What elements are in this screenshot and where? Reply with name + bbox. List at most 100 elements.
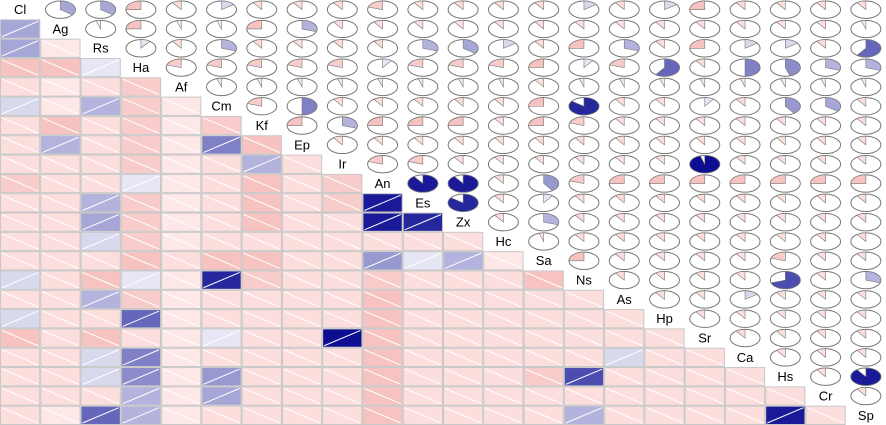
shade-stripe: [122, 310, 160, 327]
shade-stripe: [404, 349, 442, 366]
pie-wedge: [699, 77, 706, 89]
shade-stripe: [122, 407, 160, 424]
shade-stripe: [1, 349, 39, 366]
pie-wedge: [704, 97, 715, 107]
shade-stripe: [203, 291, 240, 308]
pie-wedge: [785, 97, 801, 114]
pie-wedge: [221, 39, 237, 52]
variable-label: Sa: [536, 253, 553, 268]
pie-wedge: [735, 0, 746, 11]
pie-wedge: [850, 174, 867, 184]
pie-wedge: [655, 39, 665, 49]
shade-stripe: [162, 368, 200, 385]
pie-wedge: [825, 58, 841, 71]
pie-wedge: [735, 309, 746, 320]
pie-wedge: [301, 97, 318, 116]
shade-stripe: [404, 252, 442, 269]
pie-wedge: [332, 39, 343, 49]
pie-wedge: [825, 97, 841, 112]
pie-wedge: [735, 232, 746, 243]
variable-label: As: [617, 292, 633, 307]
shade-stripe: [82, 78, 120, 96]
shade-stripe: [82, 368, 120, 385]
pie-wedge: [494, 135, 504, 146]
shade-stripe: [243, 136, 281, 154]
shade-stripe: [283, 349, 321, 366]
shade-stripe: [243, 368, 281, 385]
shade-stripe: [42, 175, 79, 192]
variable-label: Hc: [495, 234, 511, 249]
pie-wedge: [332, 0, 343, 11]
shade-stripe: [364, 407, 401, 424]
shade-stripe: [1, 214, 39, 231]
shade-stripe: [162, 291, 200, 308]
pie-wedge: [816, 271, 826, 281]
pie-wedge: [176, 20, 182, 31]
shade-stripe: [203, 214, 240, 231]
shade-stripe: [203, 387, 240, 405]
pie-wedge: [408, 155, 424, 165]
shade-stripe: [203, 117, 240, 134]
pie-wedge: [816, 232, 826, 243]
pie-wedge: [367, 116, 383, 126]
shade-stripe: [485, 291, 522, 308]
shade-stripe: [323, 387, 361, 405]
shade-stripe: [646, 329, 683, 347]
shade-stripe: [1, 98, 39, 115]
variable-label: Cm: [211, 99, 231, 114]
variable-label: Cr: [819, 388, 833, 403]
pie-wedge: [775, 155, 786, 165]
shade-stripe: [203, 233, 240, 250]
pie-wedge: [614, 135, 625, 146]
pie-wedge: [528, 97, 544, 107]
pie-wedge: [447, 193, 479, 212]
pie-wedge: [574, 213, 585, 223]
pie-wedge: [614, 97, 625, 107]
pie-wedge: [543, 213, 559, 226]
pie-wedge: [292, 39, 303, 49]
shade-stripe: [42, 329, 79, 347]
pie-wedge: [775, 348, 786, 359]
pie-wedge: [655, 116, 665, 127]
pie-wedge: [695, 251, 706, 262]
shade-stripe: [162, 98, 200, 115]
shade-stripe: [364, 368, 401, 385]
shade-stripe: [42, 291, 79, 308]
variable-label: Ca: [737, 350, 754, 365]
shade-stripe: [122, 329, 160, 347]
pie-wedge: [775, 116, 786, 127]
pie-wedge: [770, 271, 801, 290]
shade-stripe: [766, 387, 804, 405]
pie-wedge: [534, 155, 544, 165]
shade-stripe: [122, 175, 160, 192]
shade-stripe: [525, 271, 563, 289]
shade-stripe: [646, 387, 683, 405]
pie-wedge: [735, 135, 746, 146]
shade-stripe: [686, 407, 724, 424]
pie-wedge: [100, 0, 116, 16]
pie-wedge: [816, 39, 826, 49]
pie-wedge: [655, 58, 680, 77]
pie-wedge: [856, 232, 867, 243]
shade-stripe: [82, 175, 120, 192]
pie-wedge: [408, 58, 424, 68]
pie-wedge: [856, 155, 867, 165]
pie-wedge: [206, 58, 222, 68]
pie-wedge: [614, 271, 625, 281]
shade-stripe: [364, 349, 401, 366]
variable-label: Hp: [656, 311, 673, 326]
shade-stripe: [565, 310, 603, 327]
pie-wedge: [246, 20, 263, 30]
shade-stripe: [605, 329, 643, 347]
shade-stripe: [243, 233, 281, 250]
pie-wedge: [655, 271, 665, 281]
shade-stripe: [525, 329, 563, 347]
pie-wedge: [623, 39, 640, 52]
pie-wedge: [534, 39, 544, 49]
shade-stripe: [565, 368, 603, 385]
shade-stripe: [1, 407, 39, 424]
shade-stripe: [1, 78, 39, 96]
pie-wedge: [860, 20, 867, 31]
pie-wedge: [503, 39, 517, 49]
pie-wedge: [574, 155, 585, 165]
